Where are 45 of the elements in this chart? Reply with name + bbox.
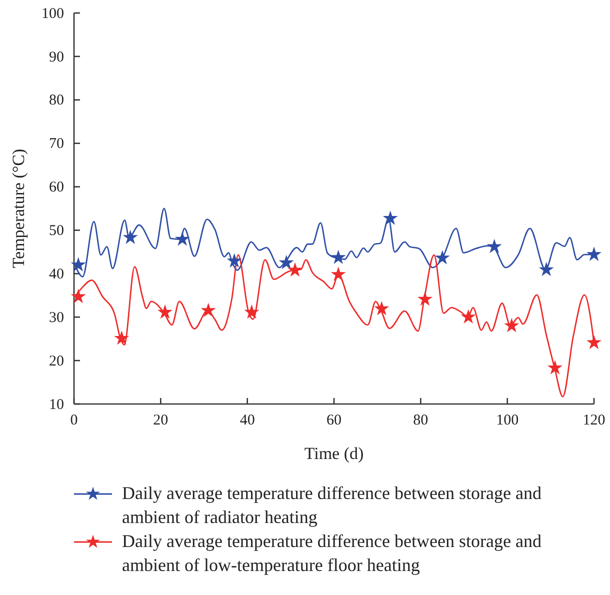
y-tick-label: 40 (49, 266, 64, 282)
point (244, 304, 260, 319)
y-tick-label: 100 (42, 6, 64, 22)
x-tick-label: 40 (240, 412, 255, 429)
point (200, 302, 216, 317)
x-tick-label: 60 (326, 412, 342, 429)
point (417, 291, 433, 306)
y-tick-label: 20 (49, 353, 64, 370)
x-axis-title: Time (d) (304, 444, 364, 463)
point (374, 300, 390, 316)
x-tick-label: 0 (70, 412, 78, 429)
point (70, 288, 86, 304)
x-tick-label: 100 (496, 412, 519, 429)
x-tick-label: 80 (413, 412, 428, 429)
point (460, 309, 476, 324)
legend-label: Daily average temperature difference between storage and ambient of radiator heating (122, 483, 542, 527)
point (538, 262, 554, 276)
point (278, 254, 294, 270)
point (122, 230, 138, 244)
point (70, 257, 86, 272)
point (330, 250, 346, 264)
point (157, 304, 173, 319)
y-tick-label: 90 (49, 49, 64, 66)
y-tick-label: 10 (49, 396, 64, 413)
point (486, 238, 502, 254)
point (114, 330, 130, 345)
y-tick-label: 80 (49, 92, 64, 109)
y-tick-label: 60 (49, 180, 64, 196)
point (287, 262, 303, 277)
point (504, 318, 520, 332)
point (434, 250, 450, 264)
y-tick-label: 30 (49, 310, 64, 326)
x-tick-label: 120 (582, 412, 606, 429)
y-tick-label: 50 (49, 223, 64, 240)
point (382, 210, 398, 225)
point (586, 246, 602, 261)
point (174, 231, 190, 246)
point (330, 266, 346, 281)
point (547, 360, 563, 374)
y-axis-title: Temperature (°C) (9, 148, 28, 268)
x-tick-label: 20 (153, 412, 168, 429)
legend-label: Daily average temperature difference between storage and ambient of low-temperature floor heating (122, 531, 542, 575)
point (586, 334, 602, 350)
point (226, 253, 242, 268)
y-tick-label: 70 (49, 136, 64, 152)
